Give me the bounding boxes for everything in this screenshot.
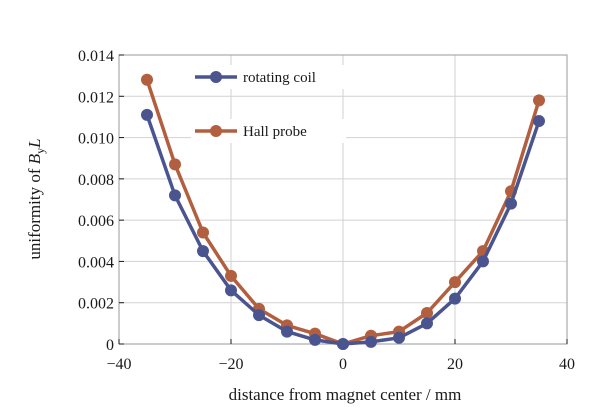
x-tick-label: 20: [447, 356, 463, 373]
y-axis-label-prefix: uniformity of: [25, 164, 44, 259]
legend-label: rotating coil: [243, 70, 316, 86]
x-axis-label: distance from magnet center / mm: [229, 385, 462, 404]
y-tick-label: 0.012: [78, 89, 114, 106]
data-point: [169, 158, 181, 171]
data-point: [393, 331, 405, 344]
data-point: [309, 333, 321, 346]
data-point: [533, 94, 545, 107]
data-point: [421, 317, 433, 330]
legend-label: Hall probe: [243, 124, 307, 140]
data-point: [533, 115, 545, 128]
y-axis-label-suffix: L: [25, 138, 44, 148]
data-point: [225, 284, 237, 297]
data-point: [169, 189, 181, 202]
series-layer: [141, 73, 545, 350]
x-tick-label: −20: [218, 356, 243, 373]
grid-lines: [118, 54, 568, 345]
data-point: [197, 226, 209, 239]
data-point: [141, 73, 153, 86]
data-point: [449, 292, 461, 305]
x-tick-label: 40: [559, 356, 575, 373]
legend-swatch-marker: [210, 71, 222, 83]
y-tick-label: 0.010: [78, 131, 114, 148]
y-tick-label: 0.002: [78, 296, 114, 313]
data-point: [365, 335, 377, 348]
y-axis-label-subscript: y: [33, 148, 47, 154]
data-point: [197, 245, 209, 258]
legend-swatch-marker: [210, 125, 222, 137]
y-tick-label: 0.014: [78, 48, 114, 65]
data-point: [141, 108, 153, 121]
series-group: [141, 108, 545, 350]
y-tick-label: 0: [106, 337, 114, 354]
x-tick-label: −40: [106, 356, 131, 373]
y-tick-label: 0.004: [78, 254, 114, 271]
axis-ticks: −40 −20 0 20 40 0 0.002 0.004 0.006 0.008 0.010 0.0…: [78, 48, 575, 373]
x-tick-label: 0: [339, 356, 347, 373]
data-point: [281, 325, 293, 338]
data-point: [421, 307, 433, 320]
legend: rotating coil Hall probe: [191, 65, 346, 143]
y-axis-label-var: B: [25, 153, 44, 164]
data-point: [449, 276, 461, 289]
data-point: [253, 309, 265, 322]
data-point: [505, 197, 517, 210]
data-point: [477, 255, 489, 268]
y-tick-label: 0.006: [78, 213, 114, 230]
data-point: [337, 338, 349, 350]
data-point: [225, 269, 237, 282]
y-tick-label: 0.008: [78, 172, 114, 189]
y-axis-label: uniformity of ByL: [25, 138, 47, 259]
